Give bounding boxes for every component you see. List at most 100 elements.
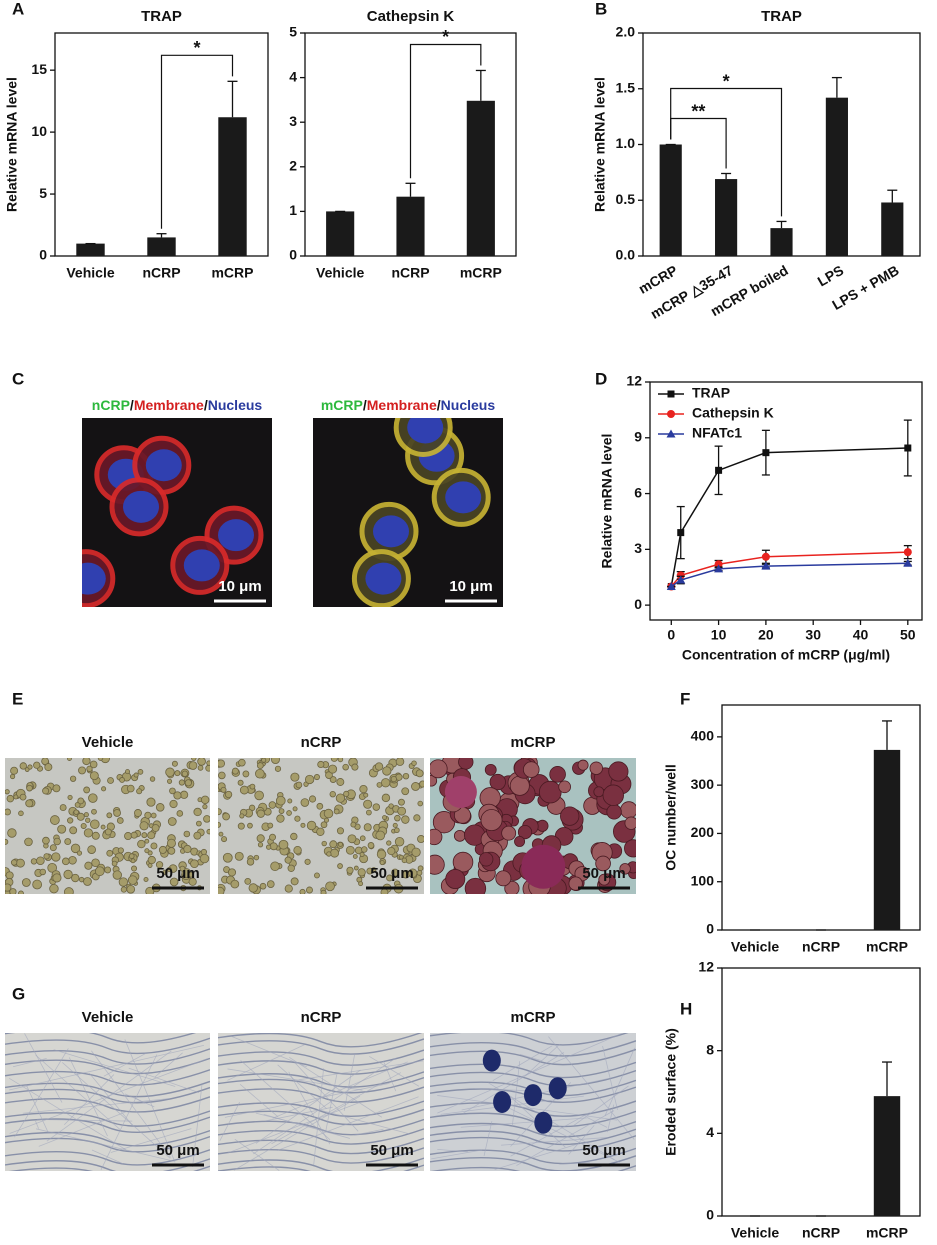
- cell: [593, 786, 605, 798]
- bone-lamella: [430, 1155, 636, 1171]
- cell: [193, 807, 202, 817]
- cell: [320, 821, 328, 829]
- cell: [128, 853, 135, 859]
- cell: [321, 840, 327, 847]
- cell: [87, 845, 96, 854]
- cell: [97, 758, 104, 761]
- y-tick-label: 0: [706, 921, 714, 937]
- cell: [397, 806, 407, 816]
- cell: [90, 819, 100, 830]
- cell: [386, 840, 392, 846]
- cell: [514, 835, 526, 847]
- cell: [382, 815, 387, 820]
- bone-canal: [501, 1088, 566, 1148]
- cell: [336, 827, 345, 835]
- cell: [417, 835, 424, 844]
- cell: [501, 825, 517, 841]
- marker: [761, 561, 771, 570]
- cell: [9, 888, 17, 894]
- cell: [478, 852, 494, 867]
- cell: [47, 863, 58, 873]
- bone-canal: [510, 1112, 590, 1157]
- bar: [76, 243, 105, 256]
- cell: [91, 808, 97, 815]
- cell: [624, 816, 636, 830]
- cell: [36, 856, 45, 866]
- bone-lamella: [5, 1057, 210, 1075]
- cell: [155, 803, 165, 812]
- panel-label: B: [595, 0, 607, 18]
- bone-lamella: [218, 1076, 424, 1094]
- cell: [53, 837, 61, 846]
- y-tick-label: 12: [626, 373, 642, 389]
- cell: [359, 835, 366, 842]
- bone-lamella: [5, 1080, 210, 1098]
- cell: [7, 828, 17, 838]
- bone-canal: [35, 1120, 40, 1129]
- cell: [430, 759, 448, 779]
- cell: [290, 832, 298, 841]
- y-axis-label: Eroded surface (%): [663, 1028, 679, 1156]
- bone-canal: [265, 1106, 333, 1122]
- bar: [770, 228, 793, 256]
- cell: [25, 799, 34, 808]
- bone-canal: [227, 1068, 363, 1091]
- bone-lamella: [430, 1100, 636, 1117]
- cell: [15, 858, 25, 868]
- cell: [430, 854, 445, 875]
- cell: [222, 852, 233, 863]
- cell: [147, 831, 156, 840]
- bone-lamella: [430, 1121, 636, 1138]
- cell: [184, 779, 192, 787]
- y-tick-label: 2: [289, 158, 297, 174]
- cell: [253, 854, 260, 861]
- cell: [85, 817, 91, 823]
- cell: [106, 849, 114, 857]
- cell: [144, 838, 150, 844]
- series-line: [670, 562, 908, 588]
- bone-canal: [276, 1096, 419, 1152]
- cell: [299, 888, 306, 894]
- cell: [67, 758, 72, 761]
- cell: [292, 806, 298, 812]
- cell: [335, 793, 346, 803]
- cell: [10, 859, 18, 866]
- legend-label: TRAP: [692, 385, 730, 401]
- cell: [158, 845, 167, 854]
- cell: [624, 839, 636, 858]
- cell: [411, 760, 417, 766]
- cell: [401, 857, 408, 864]
- x-tick-label: mCRP: [636, 262, 680, 297]
- cell-nucleus: [183, 549, 220, 582]
- cell: [126, 784, 135, 793]
- cell: [104, 866, 112, 874]
- chart-title: TRAP: [761, 8, 802, 25]
- cell: [206, 828, 210, 835]
- bone-lamella: [218, 1100, 424, 1118]
- cell: [196, 820, 202, 827]
- cell: [124, 769, 131, 775]
- cell-nucleus: [365, 562, 402, 595]
- cell: [480, 809, 503, 832]
- micrograph-title: nCRP/Membrane/Nucleus: [92, 397, 263, 413]
- cell: [326, 851, 332, 857]
- cell: [254, 790, 264, 801]
- bone-canal: [263, 1113, 350, 1139]
- cell: [82, 758, 91, 766]
- cell: [143, 876, 149, 882]
- cell: [287, 798, 293, 804]
- bar: [147, 237, 176, 256]
- bone-lamella: [218, 1038, 424, 1055]
- bone-lamella: [430, 1165, 636, 1171]
- cell: [337, 863, 343, 869]
- cell: [271, 758, 280, 765]
- cell: [342, 763, 349, 771]
- marker: [714, 560, 723, 569]
- bar: [466, 100, 495, 257]
- bone-canal: [124, 1093, 155, 1108]
- cell: [606, 804, 622, 820]
- cell: [176, 810, 184, 817]
- cell: [336, 778, 345, 786]
- y-tick-label: 0: [706, 1207, 714, 1223]
- marker: [761, 552, 770, 561]
